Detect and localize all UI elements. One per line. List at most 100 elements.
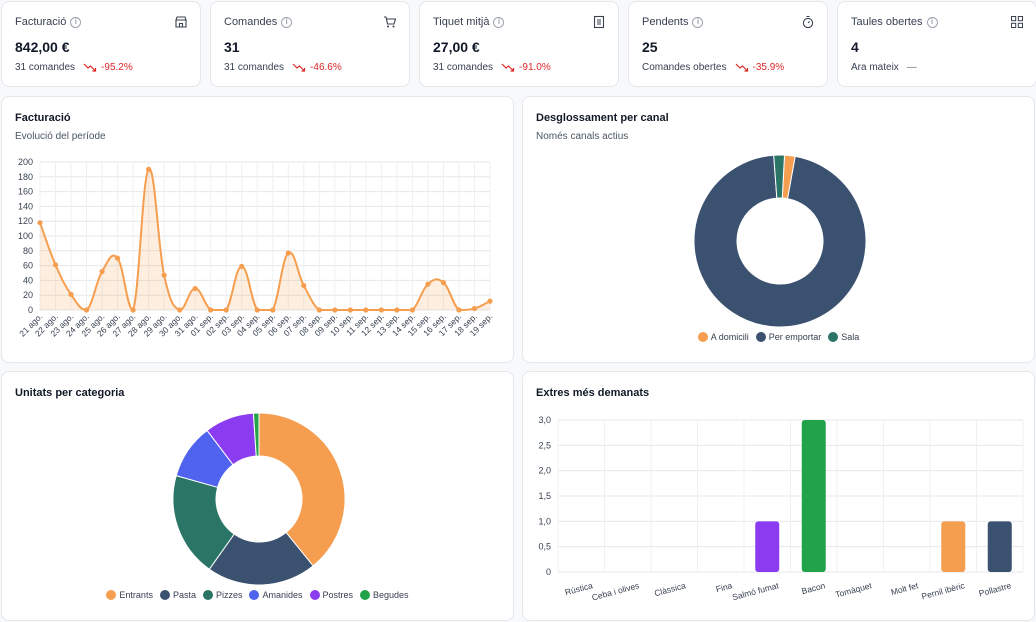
categories-panel: Unitats per categoria Entrants Pasta Pizze… (1, 371, 514, 621)
y-tick-label: 60 (23, 261, 33, 271)
data-point[interactable] (223, 307, 229, 313)
data-point[interactable] (192, 285, 198, 292)
kpi-value: 4 (851, 39, 859, 55)
kpi-sub-row: Comandes obertes -35.9% (642, 62, 784, 73)
legend-swatch (697, 332, 708, 342)
y-tick-label: 20 (23, 290, 33, 300)
data-point[interactable] (52, 262, 59, 268)
data-point[interactable] (239, 263, 245, 269)
kpi-delta-row: -91.0% (501, 62, 551, 73)
data-point[interactable] (208, 307, 214, 313)
data-point[interactable] (285, 250, 291, 256)
legend-item[interactable]: Sala (828, 332, 859, 342)
bar[interactable] (755, 521, 780, 572)
y-tick-label: 0 (546, 567, 551, 577)
data-point[interactable] (487, 298, 493, 304)
info-icon[interactable]: i (70, 16, 82, 28)
info-icon[interactable]: i (281, 16, 293, 28)
donut-slice[interactable] (252, 412, 260, 457)
data-point[interactable] (425, 281, 431, 287)
kpi-delta: -35.9% (752, 62, 785, 73)
kpi-card: Pendents i 25 Comandes obertes -35.9% (628, 1, 828, 87)
data-point[interactable] (409, 307, 416, 313)
donut-slice[interactable] (693, 154, 867, 328)
legend-swatch (360, 590, 371, 600)
kpi-title-row: Tiquet mitjà i (433, 16, 505, 28)
data-point[interactable] (130, 307, 136, 313)
data-point[interactable] (177, 307, 183, 313)
kpi-title: Taules obertes (851, 16, 923, 28)
donut-slice[interactable] (258, 412, 346, 567)
y-tick-label: 40 (23, 275, 33, 285)
legend-item[interactable]: Begudes (360, 590, 409, 600)
data-point[interactable] (114, 255, 121, 261)
extras-panel: Extres més demanats 3,0 2,5 2,0 1,5 1,0 0,5 0 R… (522, 371, 1035, 621)
y-tick-label: 160 (18, 187, 33, 197)
legend-item[interactable]: Amanides (249, 590, 303, 600)
data-point[interactable] (99, 268, 105, 275)
kpi-subtext: 31 comandes (15, 62, 76, 73)
data-point[interactable] (363, 307, 369, 313)
y-tick-label: 140 (18, 201, 33, 211)
legend-item[interactable]: A domicili (697, 332, 749, 342)
kpi-title: Tiquet mitjà (433, 16, 490, 28)
data-point[interactable] (270, 307, 276, 313)
extras-title: Extres més demanats (536, 387, 650, 399)
channels-donut-chart (693, 154, 867, 328)
donut-slice[interactable] (773, 154, 786, 199)
bar[interactable] (941, 521, 966, 572)
x-tick-label: Molt fet (890, 580, 920, 597)
data-point[interactable] (161, 272, 167, 278)
legend-item[interactable]: Pizzes (202, 590, 243, 600)
legend-label: Sala (841, 332, 860, 342)
data-point[interactable] (316, 307, 322, 313)
info-icon[interactable]: i (493, 16, 505, 28)
legend-label: Amanides (262, 590, 303, 600)
legend-item[interactable]: Entrants (106, 590, 153, 600)
bar[interactable] (987, 521, 1012, 572)
trend-down-icon (83, 63, 97, 72)
y-tick-label: 0,5 (538, 542, 551, 552)
data-point[interactable] (440, 280, 447, 286)
kpi-delta-row: -35.9% (735, 62, 785, 73)
legend-swatch (309, 590, 320, 600)
data-point[interactable] (332, 307, 338, 313)
x-tick-label: Clàssica (653, 580, 687, 598)
legend-label: Entrants (119, 590, 153, 600)
legend-label: Pizzes (215, 590, 243, 600)
categories-legend: Entrants Pasta Pizzes Amanides Postres Begude… (2, 590, 513, 600)
kpi-sub-row: 31 comandes -91.0% (433, 62, 551, 73)
cart-icon (384, 16, 397, 28)
kpi-sub-row: Ara mateix — (851, 62, 917, 73)
info-icon[interactable]: i (926, 16, 938, 28)
billing-subtitle: Evolució del període (15, 131, 106, 142)
kpi-subtext: Ara mateix (851, 62, 899, 73)
data-point[interactable] (347, 307, 353, 313)
data-point[interactable] (394, 307, 400, 313)
data-point[interactable] (68, 291, 74, 298)
legend-item[interactable]: Pasta (159, 590, 196, 600)
data-point[interactable] (471, 305, 478, 312)
info-icon[interactable]: i (692, 16, 704, 28)
kpi-delta-row: -95.2% (83, 62, 133, 73)
bar[interactable] (801, 420, 826, 572)
store-icon (175, 16, 187, 28)
data-point[interactable] (378, 307, 384, 313)
data-point[interactable] (254, 307, 260, 313)
legend-label: A domicili (710, 332, 749, 342)
trend-down-icon (292, 63, 306, 72)
y-tick-label: 80 (23, 246, 33, 256)
x-tick-label: Pernil ibèric (920, 580, 966, 601)
x-tick-label: Salmó fumat (731, 580, 780, 602)
data-point[interactable] (37, 220, 43, 226)
legend-item[interactable]: Postres (309, 590, 353, 600)
kpi-subtext: Comandes obertes (642, 62, 727, 73)
kpi-title: Facturació (15, 16, 67, 28)
data-point[interactable] (456, 307, 462, 313)
data-point[interactable] (146, 166, 152, 172)
legend-swatch (828, 332, 839, 342)
data-point[interactable] (301, 282, 307, 289)
y-tick-label: 100 (18, 231, 33, 241)
data-point[interactable] (83, 307, 90, 313)
legend-item[interactable]: Per emportar (755, 332, 821, 342)
